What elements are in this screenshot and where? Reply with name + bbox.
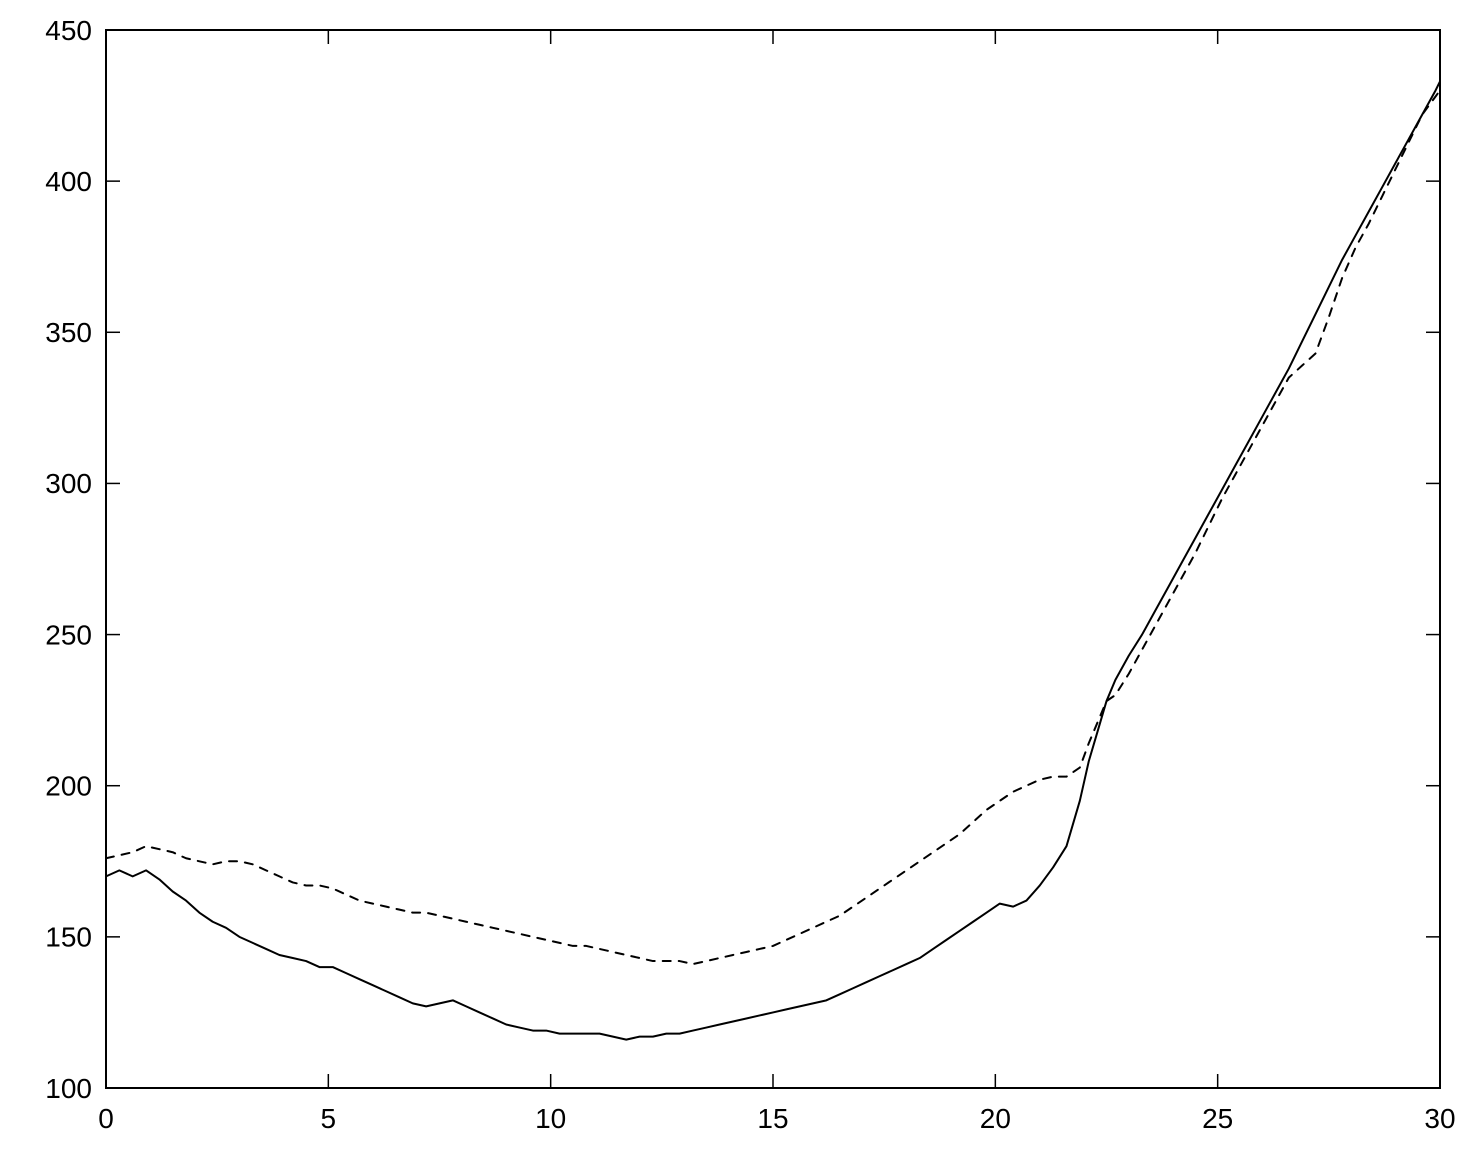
x-tick-label: 10 <box>535 1103 566 1134</box>
x-tick-label: 5 <box>321 1103 337 1134</box>
y-tick-label: 300 <box>45 468 92 499</box>
line-chart: 0 5 10 15 20 25 30 100 150 200 250 300 350 400 450 <box>0 0 1472 1152</box>
y-tick-label: 150 <box>45 922 92 953</box>
y-tick-label: 200 <box>45 771 92 802</box>
y-tick-label: 450 <box>45 15 92 46</box>
y-tick-label: 400 <box>45 166 92 197</box>
x-tick-label: 25 <box>1202 1103 1233 1134</box>
x-tick-label: 30 <box>1424 1103 1455 1134</box>
x-tick-label: 0 <box>98 1103 114 1134</box>
y-tick-label: 100 <box>45 1073 92 1104</box>
x-tick-label: 20 <box>980 1103 1011 1134</box>
chart-container: 0 5 10 15 20 25 30 100 150 200 250 300 350 400 450 <box>0 0 1472 1152</box>
y-tick-label: 350 <box>45 317 92 348</box>
y-tick-label: 250 <box>45 619 92 650</box>
x-tick-label: 15 <box>757 1103 788 1134</box>
